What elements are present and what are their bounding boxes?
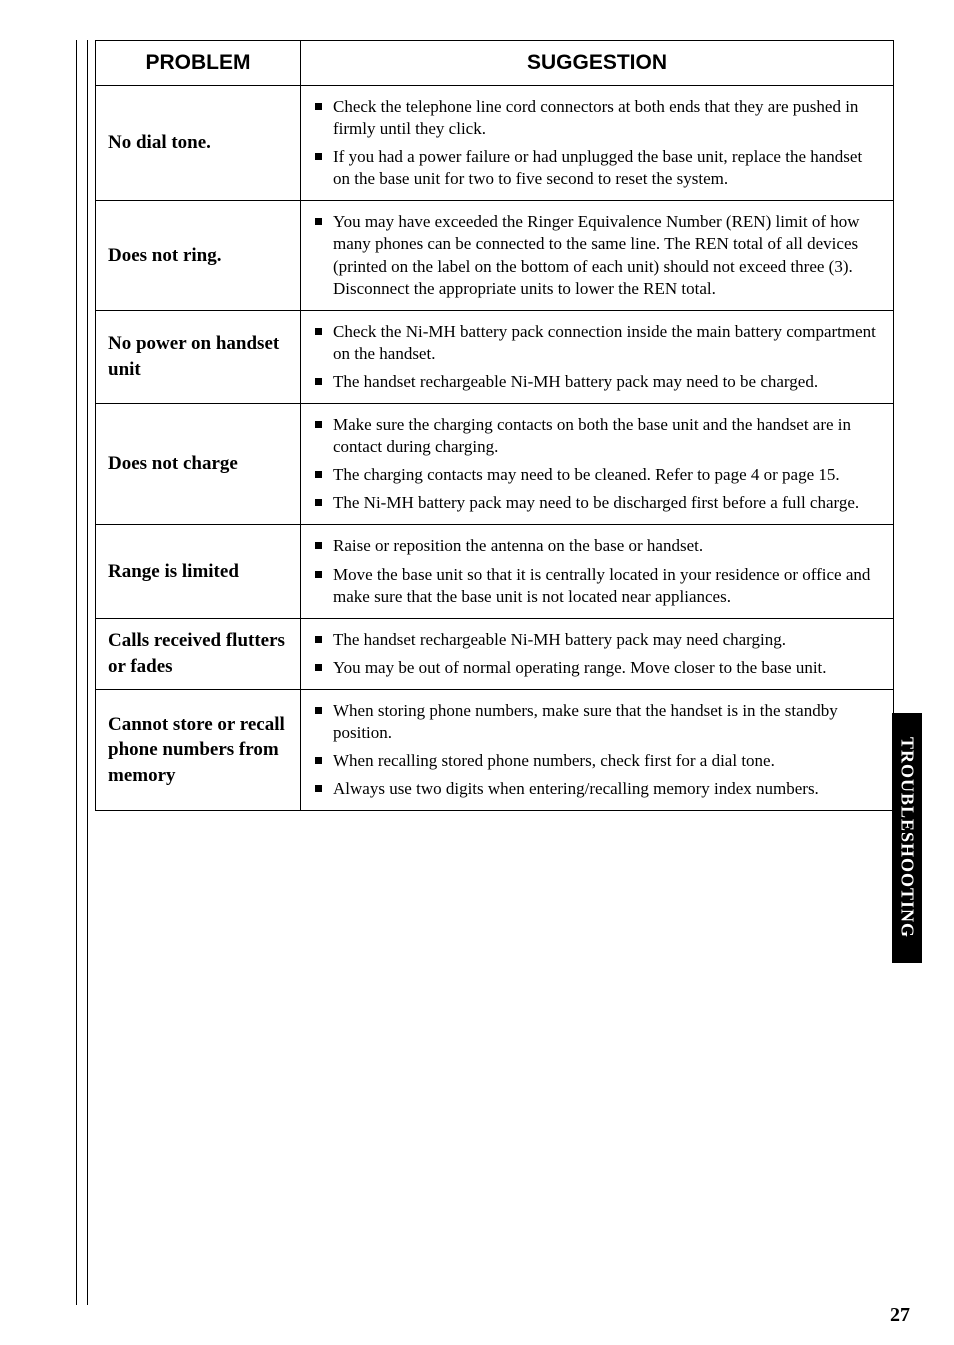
suggestion-item: Move the base unit so that it is central… bbox=[315, 564, 879, 608]
suggestion-list: You may have exceeded the Ringer Equival… bbox=[315, 211, 879, 299]
table-row: No power on handset unit Check the Ni-MH … bbox=[96, 310, 894, 403]
section-tab: TROUBLESHOOTING bbox=[892, 713, 922, 963]
suggestion-list: Raise or reposition the antenna on the b… bbox=[315, 535, 879, 607]
problem-cell: Cannot store or recall phone numbers fro… bbox=[96, 689, 301, 810]
suggestion-cell: Raise or reposition the antenna on the b… bbox=[301, 525, 894, 618]
suggestion-item: The handset rechargeable Ni-MH battery p… bbox=[315, 629, 879, 651]
margin-rule-outer bbox=[76, 40, 77, 1305]
table-row: Cannot store or recall phone numbers fro… bbox=[96, 689, 894, 810]
suggestion-item: If you had a power failure or had unplug… bbox=[315, 146, 879, 190]
troubleshooting-table: PROBLEM SUGGESTION No dial tone. Check th… bbox=[95, 40, 894, 811]
suggestion-cell: Check the Ni-MH battery pack connection … bbox=[301, 310, 894, 403]
section-tab-label: TROUBLESHOOTING bbox=[897, 737, 918, 938]
col-header-problem: PROBLEM bbox=[96, 41, 301, 86]
problem-cell: Does not charge bbox=[96, 404, 301, 525]
problem-cell: No dial tone. bbox=[96, 86, 301, 201]
suggestion-item: Raise or reposition the antenna on the b… bbox=[315, 535, 879, 557]
problem-cell: Range is limited bbox=[96, 525, 301, 618]
table-row: Range is limited Raise or reposition the … bbox=[96, 525, 894, 618]
suggestion-cell: You may have exceeded the Ringer Equival… bbox=[301, 201, 894, 310]
suggestion-list: The handset rechargeable Ni-MH battery p… bbox=[315, 629, 879, 679]
suggestion-item: When recalling stored phone numbers, che… bbox=[315, 750, 879, 772]
suggestion-item: The Ni-MH battery pack may need to be di… bbox=[315, 492, 879, 514]
suggestion-cell: When storing phone numbers, make sure th… bbox=[301, 689, 894, 810]
problem-cell: Calls received flutters or fades bbox=[96, 618, 301, 689]
table-row: No dial tone. Check the telephone line co… bbox=[96, 86, 894, 201]
col-header-suggestion: SUGGESTION bbox=[301, 41, 894, 86]
table-row: Calls received flutters or fades The hand… bbox=[96, 618, 894, 689]
suggestion-item: You may have exceeded the Ringer Equival… bbox=[315, 211, 879, 299]
suggestion-item: Make sure the charging contacts on both … bbox=[315, 414, 879, 458]
problem-cell: No power on handset unit bbox=[96, 310, 301, 403]
table-row: Does not ring.You may have exceeded the … bbox=[96, 201, 894, 310]
suggestion-list: Make sure the charging contacts on both … bbox=[315, 414, 879, 514]
suggestion-item: The handset rechargeable Ni-MH battery p… bbox=[315, 371, 879, 393]
suggestion-list: Check the Ni-MH battery pack connection … bbox=[315, 321, 879, 393]
suggestion-item: Check the telephone line cord connectors… bbox=[315, 96, 879, 140]
problem-cell: Does not ring. bbox=[96, 201, 301, 310]
suggestion-item: You may be out of normal operating range… bbox=[315, 657, 879, 679]
margin-rule-inner bbox=[87, 40, 88, 1305]
suggestion-item: The charging contacts may need to be cle… bbox=[315, 464, 879, 486]
suggestion-cell: Check the telephone line cord connectors… bbox=[301, 86, 894, 201]
table-row: Does not charge Make sure the charging co… bbox=[96, 404, 894, 525]
suggestion-cell: The handset rechargeable Ni-MH battery p… bbox=[301, 618, 894, 689]
suggestion-item: When storing phone numbers, make sure th… bbox=[315, 700, 879, 744]
suggestion-cell: Make sure the charging contacts on both … bbox=[301, 404, 894, 525]
suggestion-item: Always use two digits when entering/reca… bbox=[315, 778, 879, 800]
suggestion-list: When storing phone numbers, make sure th… bbox=[315, 700, 879, 800]
suggestion-list: Check the telephone line cord connectors… bbox=[315, 96, 879, 190]
page-number: 27 bbox=[890, 1304, 910, 1327]
suggestion-item: Check the Ni-MH battery pack connection … bbox=[315, 321, 879, 365]
